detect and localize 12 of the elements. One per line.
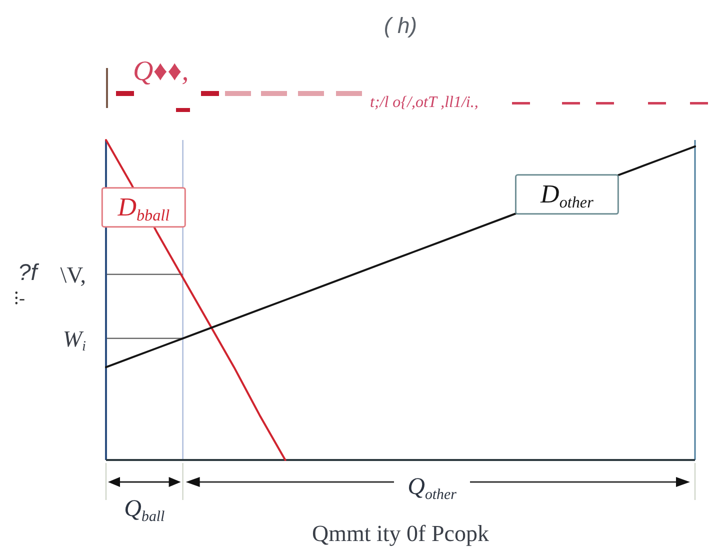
text: t;/l o{/,otT ,ll1/i.,: [370, 94, 478, 111]
ref-line-label: \V,: [60, 262, 86, 288]
series-label: D$_{other}$: [540, 179, 594, 212]
chart-title: ( h): [384, 13, 417, 38]
text: Q$_{ball}$: [124, 496, 165, 524]
ref-line-label: W$_{i}$: [62, 326, 86, 355]
text: Q$_{other}$: [408, 474, 457, 502]
text: Q♦♦,: [133, 56, 189, 87]
x-axis-title: Qmmt ity 0f Pcopk: [312, 521, 490, 546]
series-label: D$_{bball}$: [116, 192, 170, 224]
y-axis-title: ?f: [18, 259, 40, 285]
text: ⁝-: [14, 288, 25, 308]
